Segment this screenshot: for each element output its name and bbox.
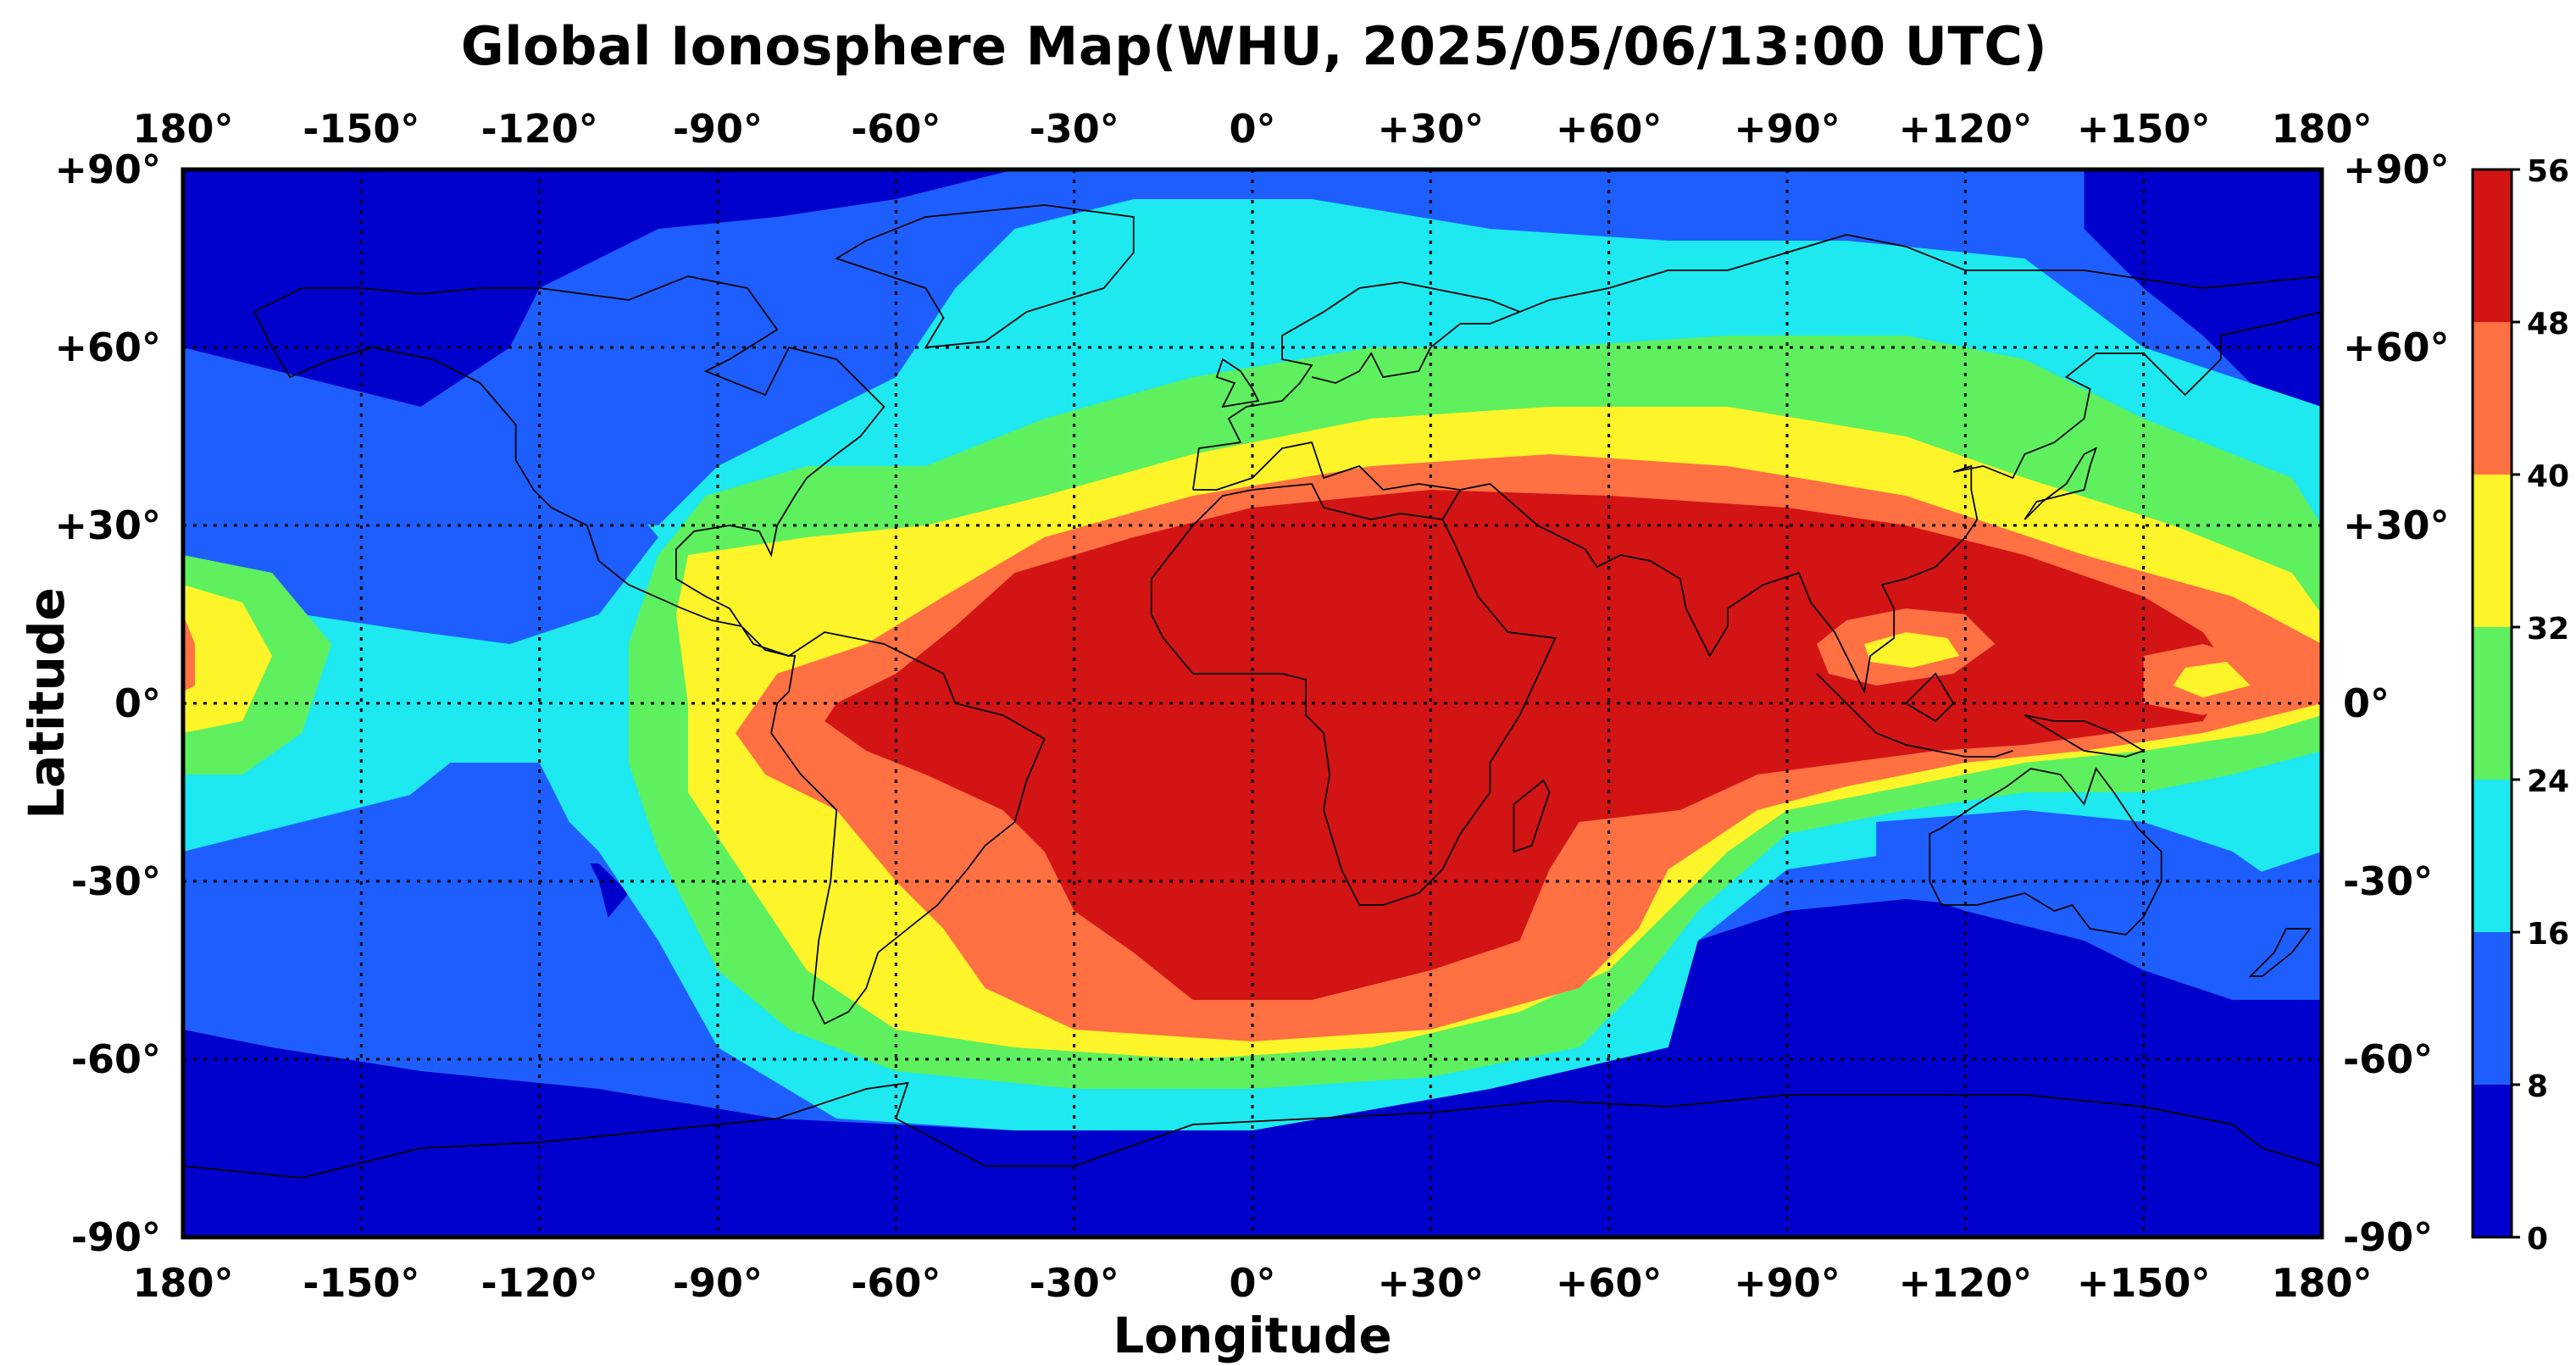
lon-tick-top-0: 180° (132, 106, 233, 152)
lon-tick-top-1: -150° (303, 106, 419, 152)
lat-tick-right-5: -60° (2343, 1036, 2433, 1082)
lon-tick-bottom-11: +150° (2077, 1260, 2211, 1306)
coast-asia (1460, 234, 2322, 694)
colorbar-segment-2 (2473, 780, 2512, 932)
lon-tick-top-3: -90° (673, 106, 763, 152)
lon-tick-bottom-6: 0° (1229, 1260, 1275, 1306)
plot-frame (180, 167, 2324, 1240)
coast-greenland (835, 204, 1135, 349)
lon-tick-bottom-3: -90° (673, 1260, 763, 1306)
colorbar-label-6: 48 (2527, 307, 2569, 342)
lon-tick-top-9: +90° (1734, 106, 1840, 152)
colorbar-segment-1 (2473, 932, 2512, 1085)
lon-tick-top-11: +150° (2077, 106, 2211, 152)
colorbar-segment-6 (2473, 169, 2512, 322)
coast-north-america (253, 275, 886, 657)
band-40-48-east-pacific (183, 614, 196, 691)
coastlines (183, 204, 2322, 1179)
colorbar-label-3: 24 (2527, 764, 2569, 799)
lon-tick-bottom-9: +90° (1734, 1260, 1840, 1306)
coast-europe-africa (1150, 441, 1557, 906)
colorbar-label-4: 32 (2527, 612, 2569, 647)
lat-tick-right-2: +30° (2343, 503, 2450, 548)
lat-tick-left-4: -30° (71, 858, 161, 904)
colorbar-labels: 0 8 16 24 32 40 48 56 (2527, 154, 2569, 1257)
lat-tick-labels-left: +90° +60° +30° 0° -30° -60° -90° (54, 147, 161, 1260)
colorbar-label-1: 8 (2527, 1069, 2548, 1104)
coast-europe-north (1192, 281, 1522, 491)
lon-tick-top-8: +60° (1556, 106, 1663, 152)
band-8-16-east-pacific (183, 347, 658, 644)
lat-tick-labels-right: +90° +60° +30° 0° -30° -60° -90° (2343, 147, 2450, 1260)
colorbar (2471, 168, 2520, 1239)
band-0-8-north-pacific-b (183, 229, 362, 288)
lat-tick-right-6: -90° (2343, 1214, 2433, 1260)
pocket-southeast-asia-inner (1864, 632, 1960, 668)
lon-tick-labels-bottom: 180° -150° -120° -90° -60° -30° 0° +30° +60° +90°… (132, 1260, 2372, 1306)
lon-tick-top-10: +120° (1899, 106, 2033, 152)
colorbar-segment-4 (2473, 475, 2512, 627)
lon-tick-bottom-8: +60° (1556, 1260, 1663, 1306)
band-8-16-australia (1876, 810, 2292, 941)
lon-tick-bottom-1: -150° (303, 1260, 419, 1306)
lat-tick-left-3: 0° (114, 680, 161, 726)
lon-tick-bottom-5: -30° (1030, 1260, 1119, 1306)
colorbar-segment-3 (2473, 627, 2512, 780)
gridlines (183, 169, 2322, 1237)
coast-australia (1929, 767, 2162, 936)
y-axis-title: Latitude (18, 587, 75, 819)
lon-tick-bottom-4: -60° (851, 1260, 941, 1306)
lat-tick-right-1: +60° (2343, 325, 2450, 370)
colorbar-segment-5 (2473, 322, 2512, 475)
coast-uk (1215, 358, 1260, 408)
lon-tick-top-7: +30° (1378, 106, 1485, 152)
lat-tick-left-1: +60° (54, 325, 161, 370)
pocket-west-pacific-inner (2173, 662, 2251, 697)
lon-tick-top-2: -120° (481, 106, 598, 152)
lon-tick-bottom-0: 180° (132, 1260, 233, 1306)
lon-tick-top-4: -60° (851, 106, 941, 152)
map-title: Global Ionosphere Map(WHU, 2025/05/06/13… (460, 15, 2048, 77)
colorbar-label-2: 16 (2527, 917, 2569, 952)
band-0-8-north-pacific (183, 169, 1015, 407)
lat-tick-right-3: 0° (2343, 680, 2390, 726)
lat-tick-left-5: -60° (71, 1036, 161, 1082)
lon-tick-labels-top: 180° -150° -120° -90° -60° -30° 0° +30° +60° +90°… (132, 106, 2372, 152)
coast-madagascar (1513, 779, 1551, 853)
lon-tick-top-12: 180° (2271, 106, 2372, 152)
band-8-16-south-pacific (183, 763, 629, 1030)
lat-tick-right-0: +90° (2343, 147, 2450, 192)
colorbar-frame (2471, 168, 2513, 1239)
lon-tick-top-6: 0° (1229, 106, 1275, 152)
colorbar-label-5: 40 (2527, 459, 2569, 494)
coast-japan (2024, 447, 2098, 520)
coast-new-zealand (2248, 928, 2312, 977)
lat-tick-left-0: +90° (54, 147, 161, 192)
lat-tick-left-6: -90° (71, 1214, 161, 1260)
coast-antarctica (183, 1081, 2322, 1179)
coast-south-america (770, 631, 1046, 1025)
lon-tick-bottom-7: +30° (1378, 1260, 1485, 1306)
lon-tick-top-5: -30° (1030, 106, 1119, 152)
lat-tick-right-4: -30° (2343, 858, 2433, 904)
band-32-40-east-pacific (183, 585, 273, 733)
colorbar-segment-0 (2473, 1085, 2512, 1237)
lon-tick-bottom-10: +120° (1899, 1260, 2033, 1306)
lon-tick-bottom-12: 180° (2271, 1260, 2372, 1306)
colorbar-label-0: 0 (2527, 1222, 2548, 1257)
x-axis-title: Longitude (1113, 1307, 1391, 1364)
lon-tick-bottom-2: -120° (481, 1260, 598, 1306)
lat-tick-left-2: +30° (54, 503, 161, 548)
colorbar-label-7: 56 (2527, 154, 2569, 189)
